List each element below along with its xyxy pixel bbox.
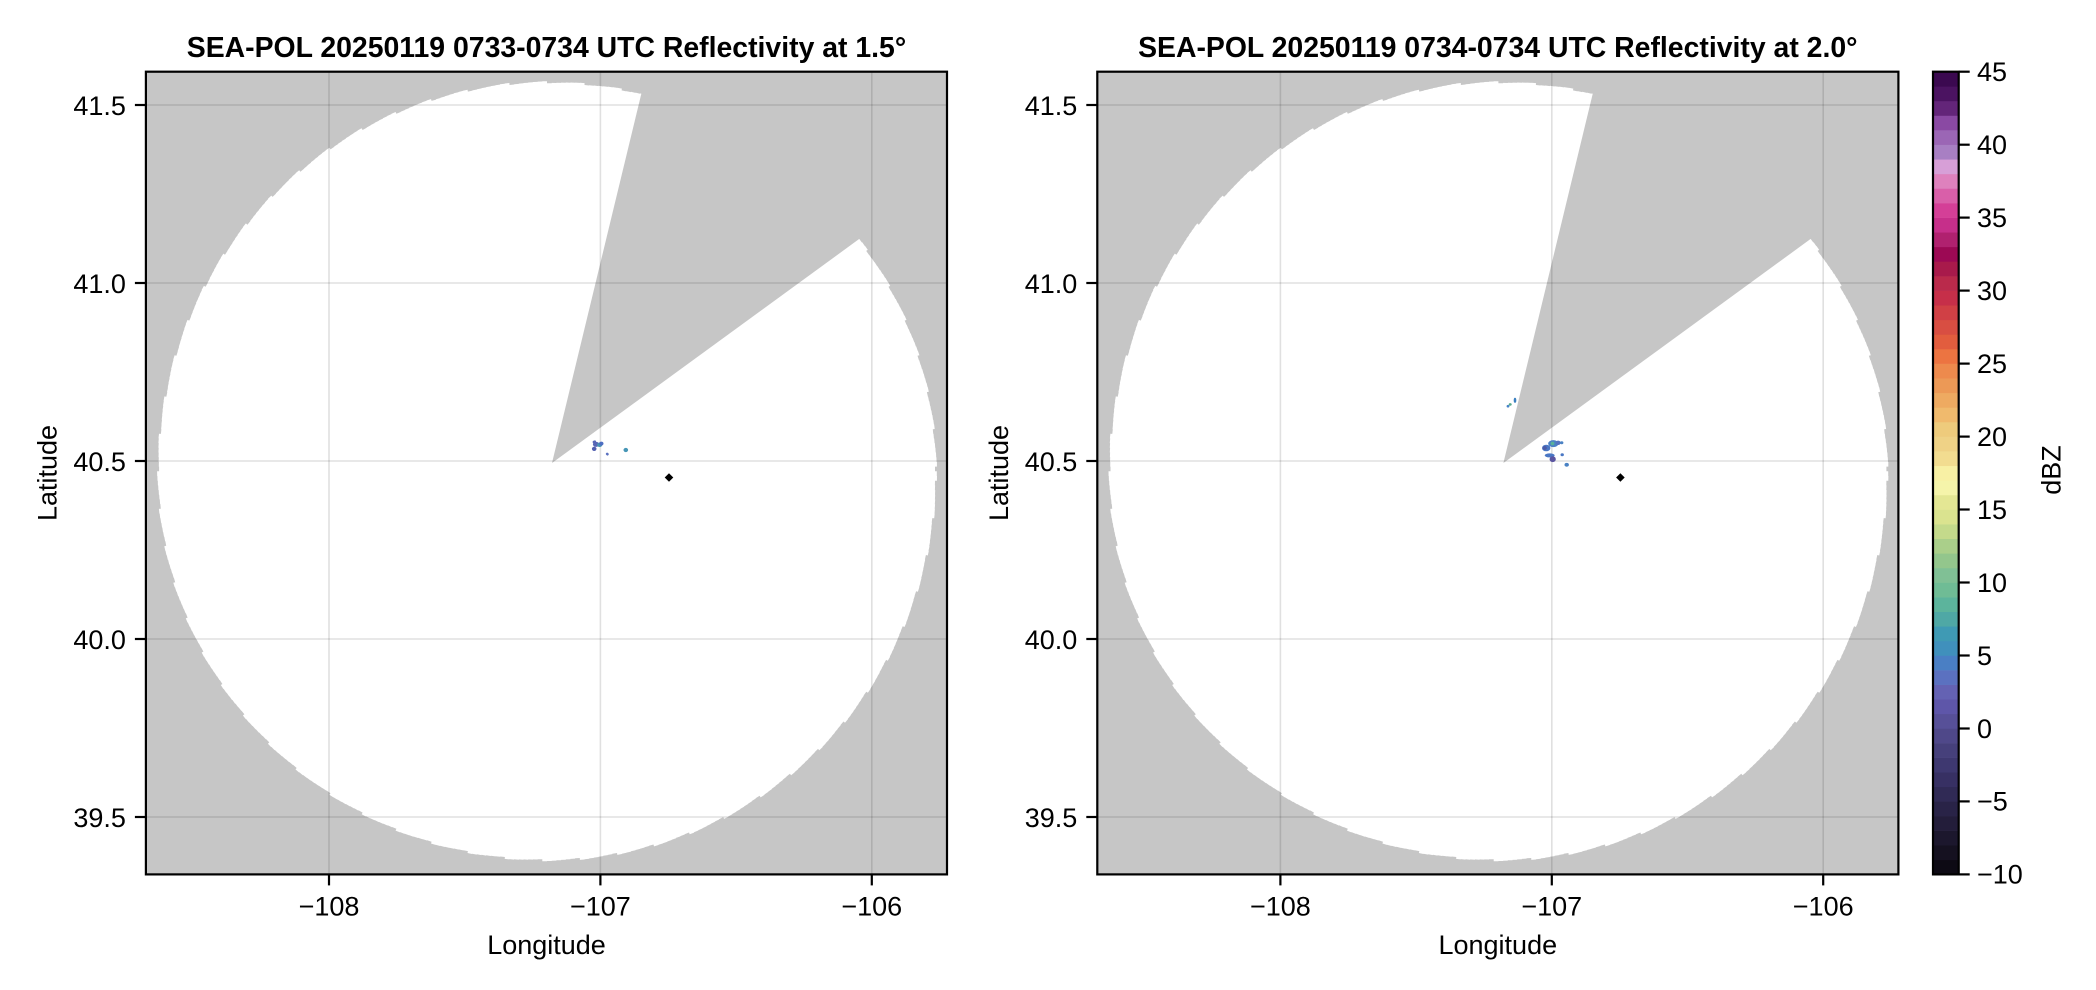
svg-text:40.0: 40.0: [73, 625, 126, 655]
svg-text:41.5: 41.5: [1025, 91, 1078, 121]
svg-text:Longitude: Longitude: [1438, 930, 1557, 960]
svg-text:Latitude: Latitude: [984, 425, 1014, 521]
svg-text:41.5: 41.5: [73, 91, 126, 121]
svg-text:SEA-POL 20250119 0734-0734 UTC: SEA-POL 20250119 0734-0734 UTC Reflectiv…: [1138, 32, 1857, 64]
svg-text:40: 40: [1977, 130, 2007, 160]
svg-text:30: 30: [1977, 276, 2007, 306]
svg-text:41.0: 41.0: [1025, 269, 1078, 299]
svg-text:−108: −108: [299, 892, 360, 922]
svg-text:Latitude: Latitude: [33, 425, 63, 521]
svg-text:15: 15: [1977, 495, 2007, 525]
svg-text:40.5: 40.5: [73, 447, 126, 477]
svg-text:39.5: 39.5: [73, 803, 126, 833]
svg-text:10: 10: [1977, 568, 2007, 598]
svg-text:20: 20: [1977, 422, 2007, 452]
svg-text:−10: −10: [1977, 860, 2023, 890]
svg-text:0: 0: [1977, 714, 1992, 744]
svg-text:−106: −106: [1793, 892, 1854, 922]
svg-text:−107: −107: [1521, 892, 1582, 922]
svg-text:35: 35: [1977, 203, 2007, 233]
svg-text:40.5: 40.5: [1025, 447, 1078, 477]
svg-text:41.0: 41.0: [73, 269, 126, 299]
svg-text:−106: −106: [841, 892, 902, 922]
svg-text:−5: −5: [1977, 787, 2008, 817]
svg-text:5: 5: [1977, 641, 1992, 671]
svg-text:25: 25: [1977, 349, 2007, 379]
svg-text:45: 45: [1977, 57, 2007, 87]
svg-text:39.5: 39.5: [1025, 803, 1078, 833]
svg-text:Longitude: Longitude: [487, 930, 606, 960]
svg-text:−107: −107: [570, 892, 631, 922]
svg-text:40.0: 40.0: [1025, 625, 1078, 655]
svg-text:−108: −108: [1250, 892, 1311, 922]
svg-text:SEA-POL 20250119 0733-0734 UTC: SEA-POL 20250119 0733-0734 UTC Reflectiv…: [187, 32, 906, 64]
svg-text:dBZ: dBZ: [2037, 445, 2067, 495]
